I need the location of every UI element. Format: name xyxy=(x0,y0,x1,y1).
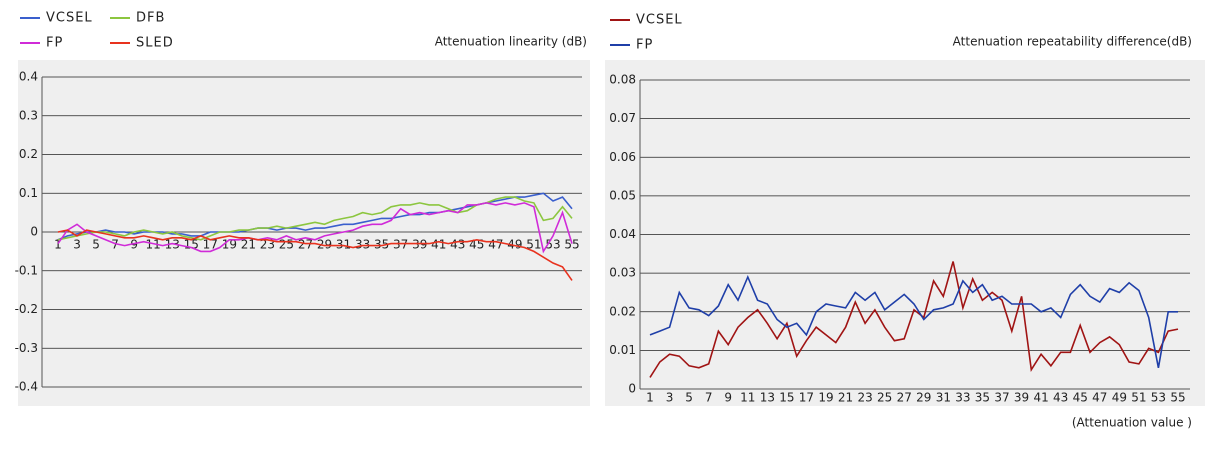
y-tick-label: 0 xyxy=(30,225,38,239)
x-tick-label: 13 xyxy=(760,391,775,405)
x-tick-label: 17 xyxy=(799,391,814,405)
y-tick-label: 0.08 xyxy=(609,73,636,87)
x-tick-label: 33 xyxy=(355,238,370,252)
y-tick-label: 0.06 xyxy=(609,150,636,164)
x-tick-label: 51 xyxy=(526,238,541,252)
x-tick-label: 25 xyxy=(279,238,294,252)
series-line xyxy=(649,274,1178,368)
x-tick-label: 53 xyxy=(1151,391,1166,405)
x-tick-label: 11 xyxy=(740,391,755,405)
x-tick-label: 15 xyxy=(184,238,199,252)
legend-label: VCSEL xyxy=(46,11,93,26)
x-tick-label: 47 xyxy=(488,238,503,252)
y-tick-label: 0.07 xyxy=(609,111,636,125)
y-tick-label: 0.01 xyxy=(609,343,636,357)
series-line xyxy=(57,229,573,281)
x-tick-label: 47 xyxy=(1092,391,1107,405)
x-tick-label: 5 xyxy=(92,238,100,252)
series-line xyxy=(57,202,573,254)
legend-label: DFB xyxy=(136,11,165,26)
x-tick-label: 19 xyxy=(818,391,833,405)
x-tick-label: 27 xyxy=(897,391,912,405)
x-tick-label: 11 xyxy=(146,238,161,252)
axis-title: Attenuation linearity (dB) xyxy=(435,35,587,49)
legend-label: FP xyxy=(636,38,653,53)
x-tick-label: 27 xyxy=(298,238,313,252)
y-tick-label: 0.03 xyxy=(609,266,636,280)
y-tick-label: 0.2 xyxy=(19,147,38,161)
x-tick-label: 3 xyxy=(666,391,674,405)
x-tick-label: 1 xyxy=(646,391,654,405)
y-tick-label: 0.04 xyxy=(609,227,636,241)
y-tick-label: 0 xyxy=(628,382,636,396)
x-tick-label: 15 xyxy=(779,391,794,405)
x-axis-label: (Attenuation value ) xyxy=(1072,416,1192,430)
x-tick-label: 49 xyxy=(1112,391,1127,405)
axis-title: Attenuation repeatability difference(dB) xyxy=(953,35,1192,49)
x-tick-label: 37 xyxy=(393,238,408,252)
y-tick-label: -0.1 xyxy=(15,263,38,277)
legend-label: VCSEL xyxy=(636,13,683,28)
y-tick-label: 0.3 xyxy=(19,108,38,122)
x-tick-label: 9 xyxy=(130,238,138,252)
x-tick-label: 41 xyxy=(1033,391,1048,405)
x-tick-label: 1 xyxy=(54,238,62,252)
x-tick-label: 35 xyxy=(374,238,389,252)
x-tick-label: 13 xyxy=(165,238,180,252)
y-tick-label: 0.1 xyxy=(19,186,38,200)
x-tick-label: 17 xyxy=(203,238,218,252)
x-tick-label: 49 xyxy=(507,238,522,252)
x-tick-label: 39 xyxy=(1014,391,1029,405)
y-tick-label: -0.4 xyxy=(15,380,38,394)
x-tick-label: 21 xyxy=(838,391,853,405)
y-tick-label: 0.4 xyxy=(19,70,38,84)
x-tick-label: 43 xyxy=(1053,391,1068,405)
x-tick-label: 43 xyxy=(450,238,465,252)
x-tick-label: 55 xyxy=(1170,391,1185,405)
legend-label: FP xyxy=(46,36,63,51)
plot-background xyxy=(605,60,1205,406)
series-line xyxy=(649,261,1179,378)
x-tick-label: 25 xyxy=(877,391,892,405)
x-tick-label: 51 xyxy=(1131,391,1146,405)
x-tick-label: 39 xyxy=(412,238,427,252)
x-tick-label: 55 xyxy=(564,238,579,252)
legend-label: SLED xyxy=(136,36,174,51)
y-tick-label: -0.3 xyxy=(15,341,38,355)
x-tick-label: 9 xyxy=(724,391,732,405)
x-tick-label: 5 xyxy=(685,391,693,405)
x-tick-label: 21 xyxy=(241,238,256,252)
x-tick-label: 31 xyxy=(936,391,951,405)
y-tick-label: -0.2 xyxy=(15,302,38,316)
x-tick-label: 35 xyxy=(975,391,990,405)
x-tick-label: 29 xyxy=(317,238,332,252)
x-tick-label: 31 xyxy=(336,238,351,252)
x-tick-label: 3 xyxy=(73,238,81,252)
x-tick-label: 7 xyxy=(111,238,119,252)
x-tick-label: 7 xyxy=(705,391,713,405)
x-tick-label: 41 xyxy=(431,238,446,252)
y-tick-label: 0.05 xyxy=(609,188,636,202)
x-tick-label: 19 xyxy=(222,238,237,252)
x-tick-label: 29 xyxy=(916,391,931,405)
x-tick-label: 45 xyxy=(1073,391,1088,405)
x-tick-label: 23 xyxy=(857,391,872,405)
x-tick-label: 37 xyxy=(994,391,1009,405)
x-tick-label: 33 xyxy=(955,391,970,405)
y-tick-label: 0.02 xyxy=(609,304,636,318)
